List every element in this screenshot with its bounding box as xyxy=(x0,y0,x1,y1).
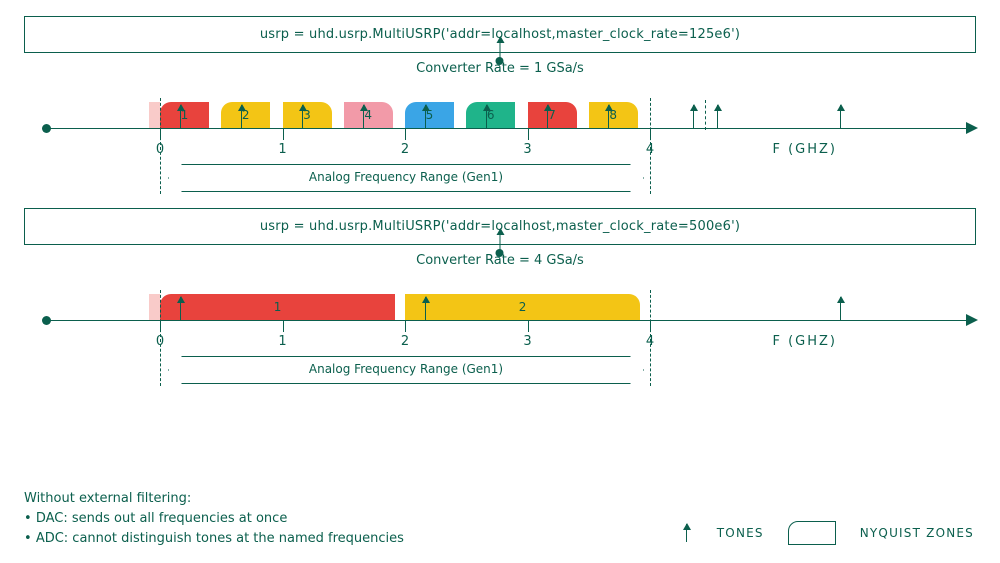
tone-arrow-icon xyxy=(693,105,694,128)
arrow-up-icon xyxy=(499,229,500,253)
analog-range-bar-top: Analog Frequency Range (Gen1) xyxy=(168,164,644,192)
legend-zones-label: NYQUIST ZONES xyxy=(860,526,974,540)
axis-tick-label: 1 xyxy=(278,142,286,157)
nyquist-zone-icon xyxy=(788,521,836,545)
notes-block: Without external filtering: • DAC: sends… xyxy=(24,489,404,549)
nyquist-zone: 2 xyxy=(405,294,640,320)
tone-arrow-icon xyxy=(486,105,487,128)
tone-arrow-icon xyxy=(425,105,426,128)
axis-line xyxy=(46,320,972,321)
legend: TONES NYQUIST ZONES xyxy=(679,521,974,545)
axis-tick-label: 1 xyxy=(278,334,286,349)
nyquist-zone-faded xyxy=(149,294,160,320)
notes-heading: Without external filtering: xyxy=(24,489,404,509)
axis-tick-label: 2 xyxy=(401,334,409,349)
converter-label-top: Converter Rate = 1 GSa/s xyxy=(24,61,976,76)
axis-tick-label: 3 xyxy=(523,334,531,349)
tone-arrow-icon xyxy=(717,105,718,128)
axis-tick xyxy=(405,128,406,140)
converter-label-bottom: Converter Rate = 4 GSa/s xyxy=(24,253,976,268)
tone-icon xyxy=(679,524,693,542)
axis-tick-label: 2 xyxy=(401,142,409,157)
axis-tick xyxy=(405,320,406,332)
axis-tick xyxy=(528,128,529,140)
axis-line xyxy=(46,128,972,129)
notes-bullet: • DAC: sends out all frequencies at once xyxy=(24,509,404,529)
tone-arrow-icon xyxy=(180,297,181,320)
analog-range-bar-bottom: Analog Frequency Range (Gen1) xyxy=(168,356,644,384)
axis-tick xyxy=(283,320,284,332)
notes-bullet: • ADC: cannot distinguish tones at the n… xyxy=(24,529,404,549)
arrow-up-icon xyxy=(499,37,500,61)
axis-tick xyxy=(283,128,284,140)
legend-tones-label: TONES xyxy=(717,526,764,540)
analog-range-label-top: Analog Frequency Range (Gen1) xyxy=(309,170,503,184)
axis-label: F (GHZ) xyxy=(773,142,838,157)
analog-range-label-bottom: Analog Frequency Range (Gen1) xyxy=(309,362,503,376)
axis-label: F (GHZ) xyxy=(773,334,838,349)
dashed-marker xyxy=(705,100,706,130)
tone-arrow-icon xyxy=(840,297,841,320)
nyquist-zone: 1 xyxy=(160,294,395,320)
frequency-axis-top: 1234567801234F (GHZ) xyxy=(24,80,976,160)
tone-arrow-icon xyxy=(425,297,426,320)
tone-arrow-icon xyxy=(302,105,303,128)
axis-tick-label: 3 xyxy=(523,142,531,157)
tone-arrow-icon xyxy=(840,105,841,128)
axis-arrowhead-icon xyxy=(966,314,978,326)
axis-tick xyxy=(528,320,529,332)
tone-arrow-icon xyxy=(608,105,609,128)
tone-arrow-icon xyxy=(180,105,181,128)
nyquist-zone-faded xyxy=(149,102,160,128)
tone-arrow-icon xyxy=(241,105,242,128)
frequency-axis-bottom: 1201234F (GHZ) xyxy=(24,272,976,352)
tone-arrow-icon xyxy=(363,105,364,128)
axis-arrowhead-icon xyxy=(966,122,978,134)
tone-arrow-icon xyxy=(547,105,548,128)
